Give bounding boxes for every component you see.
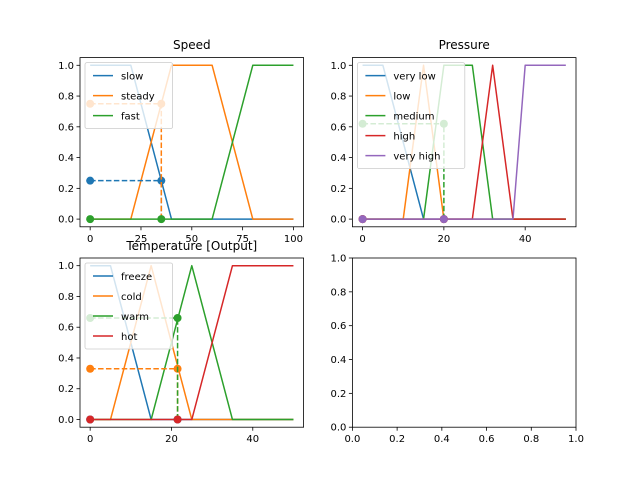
y-tick-label: 0.6 xyxy=(58,323,74,334)
axes-spines xyxy=(79,57,305,228)
y-tick-label: 0.8 xyxy=(58,92,74,103)
y-tick-label: 0.0 xyxy=(330,423,346,434)
y-tick-label: 0.0 xyxy=(330,215,346,226)
legend-label: slow xyxy=(121,72,143,83)
x-tick-label: 0.0 xyxy=(344,434,360,445)
y-tick-label: 0.2 xyxy=(58,384,74,395)
y-tick-label: 1.0 xyxy=(58,261,74,272)
y-tick-label: 0.6 xyxy=(58,122,74,133)
y-tick-label: 0.4 xyxy=(58,353,74,364)
legend-box xyxy=(84,262,173,350)
membership-marker-point xyxy=(157,215,166,224)
axes-spines xyxy=(351,257,577,428)
x-tick-label: 40 xyxy=(246,434,259,445)
y-tick-label: 0.4 xyxy=(58,153,74,164)
empty-panel: 0.0 0.2 0.4 0.6 0.8 1.0 0.0 0.2 0.4 0.6 0.8 1.0 xyxy=(330,254,583,446)
membership-marker-point xyxy=(173,313,182,322)
y-tick-label: 0.8 xyxy=(330,92,346,103)
membership-marker-origin xyxy=(86,215,95,224)
legend-label: very high xyxy=(393,152,440,163)
y-tick-label: 1.0 xyxy=(330,61,346,72)
x-tick-label: 0 xyxy=(359,234,365,245)
legend: freeze cold warm hot xyxy=(84,262,173,350)
panel-title: Speed xyxy=(173,38,211,52)
legend-label: freeze xyxy=(121,272,152,283)
legend-label: medium xyxy=(393,112,434,123)
temperature-panel: Temperature [Output] 0 20 40 0.0 0.2 0.4 0.6 0.… xyxy=(58,239,305,445)
x-tick-label: 0.6 xyxy=(479,434,495,445)
y-tick-label: 0.8 xyxy=(58,292,74,303)
membership-marker-origin xyxy=(86,415,95,424)
membership-marker-origin xyxy=(86,364,95,373)
membership-marker-point xyxy=(439,215,448,224)
plot-area xyxy=(352,258,576,428)
x-tick-label: 20 xyxy=(438,234,451,245)
y-tick-label: 1.0 xyxy=(330,254,346,265)
x-tick-label: 0.4 xyxy=(434,434,450,445)
legend-label: low xyxy=(393,92,410,103)
y-tick-label: 0.4 xyxy=(330,355,346,366)
legend-label: high xyxy=(393,132,415,143)
x-tick-label: 100 xyxy=(284,234,303,245)
legend-label: cold xyxy=(121,292,142,303)
legend: slow steady fast xyxy=(84,62,173,129)
y-tick-label: 0.8 xyxy=(330,287,346,298)
x-tick-label: 40 xyxy=(519,234,532,245)
panel-title: Pressure xyxy=(439,38,490,52)
y-tick-label: 0.2 xyxy=(330,389,346,400)
x-tick-label: 20 xyxy=(165,434,178,445)
legend-label: hot xyxy=(121,332,137,343)
legend-label: very low xyxy=(393,72,435,83)
y-tick-label: 0.2 xyxy=(330,184,346,195)
x-tick-label: 0.8 xyxy=(523,434,539,445)
axes-spines xyxy=(351,57,577,228)
legend-box xyxy=(356,62,466,169)
x-tick-label: 0 xyxy=(87,234,93,245)
legend-label: warm xyxy=(121,312,149,323)
membership-marker-origin xyxy=(358,215,367,224)
legend: very low low medium high very high xyxy=(356,62,466,169)
y-tick-label: 0.4 xyxy=(330,153,346,164)
membership-marker-point xyxy=(173,415,182,424)
series-line-fast xyxy=(90,64,294,220)
series-line-hot xyxy=(90,264,294,421)
y-tick-label: 0.6 xyxy=(330,122,346,133)
x-tick-label: 75 xyxy=(236,234,249,245)
x-tick-label: 50 xyxy=(185,234,198,245)
y-tick-label: 0.0 xyxy=(58,215,74,226)
y-tick-label: 0.2 xyxy=(58,184,74,195)
x-tick-label: 0.2 xyxy=(389,434,405,445)
membership-marker-origin xyxy=(86,176,95,185)
membership-marker-point xyxy=(157,176,166,185)
y-tick-label: 0.6 xyxy=(330,321,346,332)
x-tick-label: 1.0 xyxy=(568,434,584,445)
x-tick-label: 0 xyxy=(87,434,93,445)
pressure-panel: Pressure 0 20 40 0.0 0.2 0.4 0.6 0.8 1.0 very low… xyxy=(330,38,577,245)
legend-label: fast xyxy=(121,112,140,123)
y-tick-label: 0.0 xyxy=(58,415,74,426)
speed-panel: Speed 0 25 50 75 100 0.0 0.2 0.4 0.6 0.8 1.0 slow st… xyxy=(58,38,305,245)
legend-label: steady xyxy=(121,92,155,103)
series-line-very-high xyxy=(362,64,566,220)
panel-title: Temperature [Output] xyxy=(125,239,257,253)
legend-box xyxy=(84,62,173,129)
axes-spines xyxy=(79,257,305,428)
y-tick-label: 1.0 xyxy=(58,61,74,72)
x-tick-label: 25 xyxy=(135,234,148,245)
